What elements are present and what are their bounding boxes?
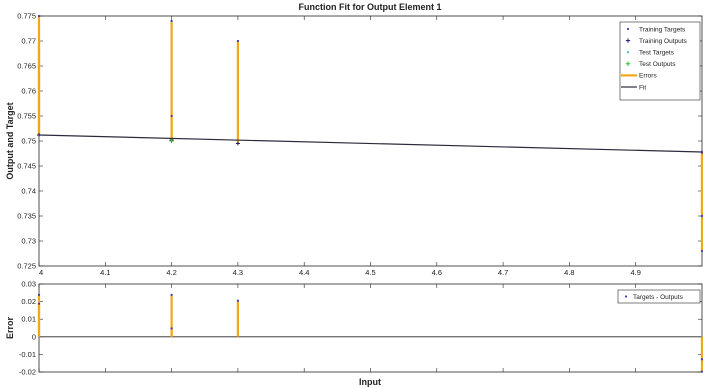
fit-x-tick-label: 4.8	[564, 268, 574, 277]
error-x-axis-label: Input	[359, 377, 381, 387]
chart-title: Function Fit for Output Element 1	[299, 2, 442, 12]
test-output-point	[169, 138, 174, 144]
fit-y-tick-label: 0.73	[21, 237, 36, 246]
fit-y-tick-label: 0.75	[21, 137, 36, 146]
fit-y-tick-label: 0.765	[17, 62, 36, 71]
legend-label: Fit	[639, 84, 646, 91]
training-target-point	[700, 249, 703, 253]
error-point	[37, 302, 41, 305]
fit-x-tick-label: 4.1	[100, 268, 110, 277]
error-point	[37, 293, 41, 297]
legend-label: Training Outputs	[639, 38, 688, 45]
legend-training-outputs-marker	[625, 38, 631, 43]
legend-label: Test Targets	[639, 50, 675, 57]
training-target-point	[236, 39, 239, 43]
fit-x-tick-label: 4.3	[233, 268, 243, 277]
fit-y-tick-label: 0.74	[21, 187, 36, 196]
legend-test-outputs-marker	[625, 61, 631, 66]
fit-x-tick-label: 4.4	[299, 268, 309, 277]
fit-x-tick-label: 4.2	[166, 268, 176, 277]
error-y-tick-label: 0	[32, 332, 36, 341]
error-y-tick-label: 0.01	[21, 315, 36, 324]
error-legend: Targets - Outputs	[617, 289, 701, 304]
fit-y-tick-label: 0.775	[17, 12, 36, 21]
legend-label: Test Outputs	[639, 61, 676, 68]
legend-targets-outputs-marker	[624, 295, 628, 298]
training-output-point	[235, 141, 240, 146]
fit-y-tick-label: 0.77	[21, 37, 36, 46]
legend-label: Training Targets	[639, 26, 686, 33]
error-y-tick-label: -0.02	[19, 368, 36, 377]
fit-plot-ticks: 0.725 0.73 0.735 0.74 0.745 0.75 0.755 0.76 0.76…	[17, 12, 702, 277]
training-output-point	[700, 150, 703, 154]
fit-x-tick-label: 4.9	[630, 268, 640, 277]
error-plot-area	[38, 283, 703, 373]
fit-y-tick-label: 0.725	[17, 262, 36, 271]
error-plot-marks	[37, 293, 703, 373]
legend-label: Errors	[639, 73, 657, 80]
training-target-point	[170, 19, 173, 23]
fit-line	[38, 134, 703, 153]
fit-y-tick-label: 0.76	[21, 87, 36, 96]
error-point	[700, 370, 703, 373]
fit-y-tick-label: 0.745	[17, 162, 36, 171]
legend-label: Targets - Outputs	[633, 294, 684, 301]
fit-plot-marks	[37, 14, 703, 253]
error-point	[236, 299, 239, 302]
error-point	[170, 327, 173, 330]
fit-x-tick-label: 4.6	[432, 268, 442, 277]
legend-training-targets-marker	[626, 27, 630, 31]
fit-y-tick-label: 0.755	[17, 112, 36, 121]
fit-x-tick-label: 4	[39, 268, 43, 277]
fit-y-axis-label: Output and Target	[5, 102, 15, 179]
training-target-point	[37, 14, 41, 18]
training-target-point	[170, 114, 173, 118]
error-y-axis-label: Error	[5, 317, 15, 340]
training-target-point	[700, 214, 703, 218]
fit-legend: Training Targets Training Outputs Test Tar…	[619, 21, 701, 101]
error-y-tick-label: 0.03	[21, 280, 36, 289]
fit-y-tick-label: 0.735	[17, 212, 36, 221]
error-plot-ticks: -0.02 -0.01 0 0.01 0.02 0.03	[19, 280, 702, 377]
legend-test-targets-marker	[626, 51, 630, 54]
fit-x-tick-label: 4.7	[498, 268, 508, 277]
error-legend-box	[617, 289, 701, 304]
error-y-tick-label: -0.01	[19, 350, 36, 359]
error-point	[170, 293, 173, 297]
training-output-point	[37, 133, 41, 137]
error-point	[700, 358, 703, 361]
fit-plot-area	[38, 15, 703, 267]
error-y-tick-label: 0.02	[21, 297, 36, 306]
fit-x-tick-label: 4.5	[365, 268, 375, 277]
